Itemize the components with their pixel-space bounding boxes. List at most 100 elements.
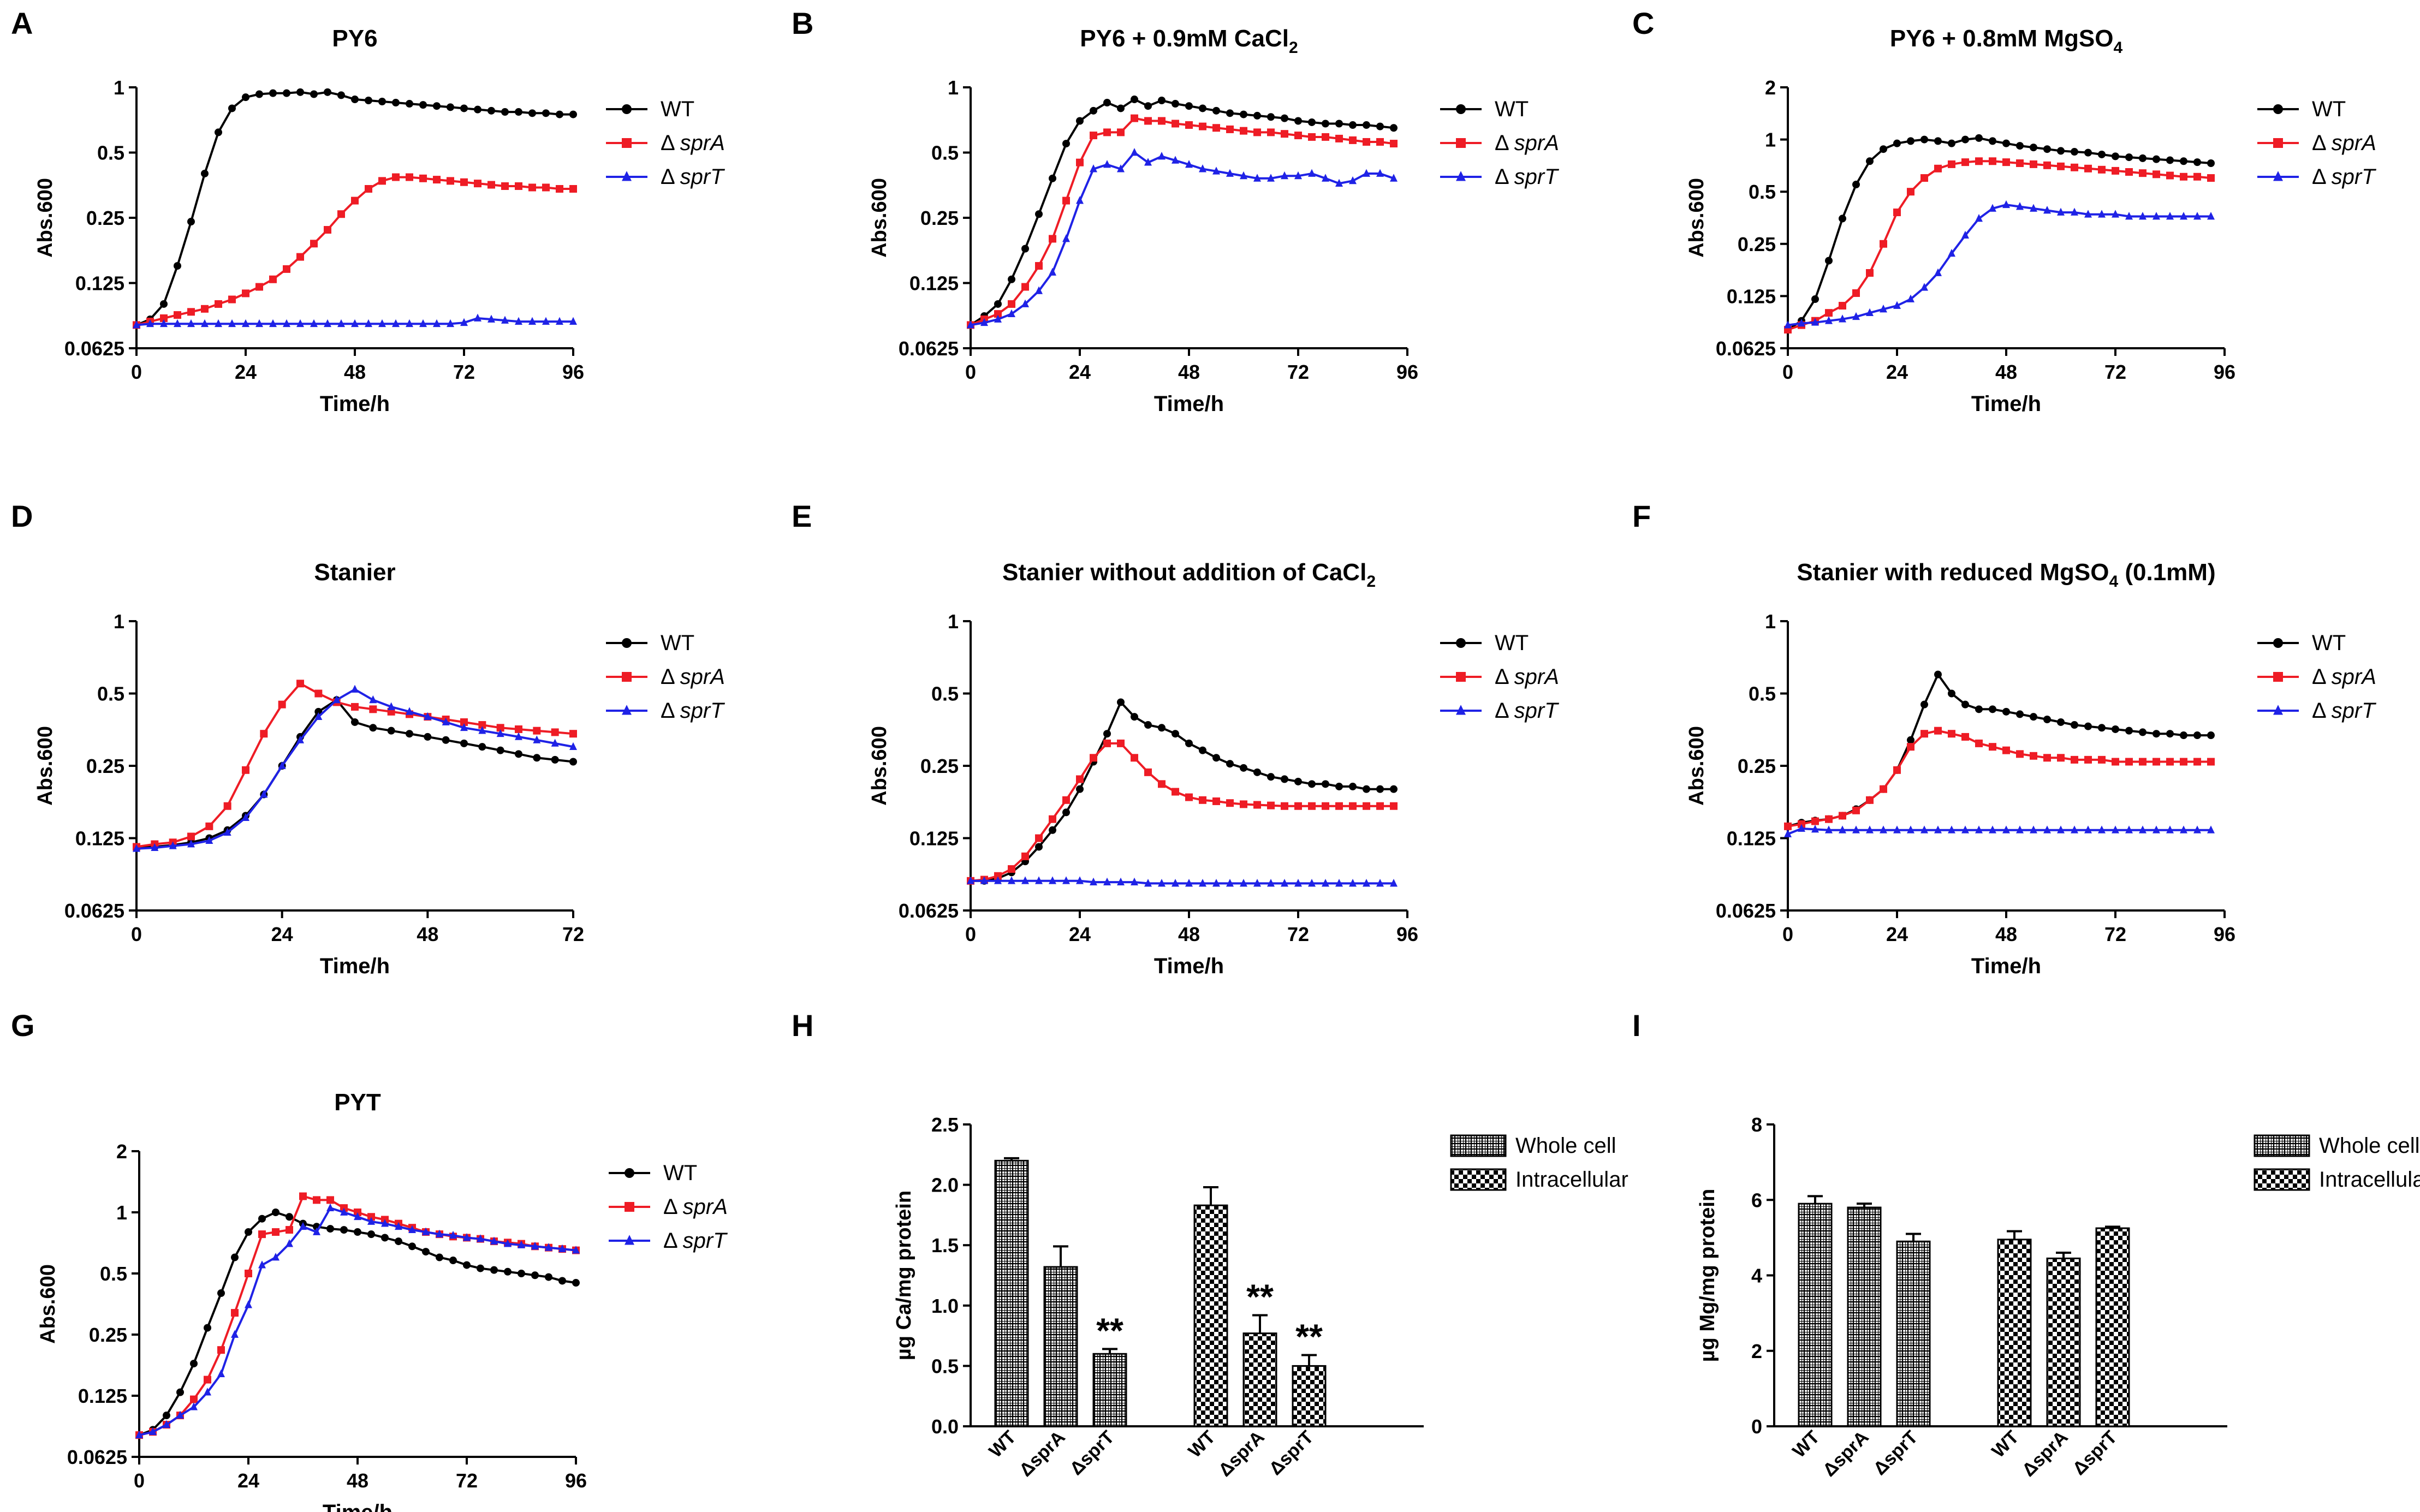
data-point-sprt: [1961, 825, 1969, 834]
data-point-spra: [314, 689, 323, 698]
data-point-sprt: [1798, 824, 1805, 832]
data-point-wt: [245, 1228, 252, 1236]
data-point-sprt: [1948, 249, 1955, 257]
x-tick-label: 96: [562, 361, 584, 383]
data-point-spra: [2166, 171, 2174, 180]
data-point-sprt: [504, 1239, 512, 1247]
data-point-wt: [365, 97, 372, 105]
data-point-wt: [1240, 764, 1247, 772]
data-point-sprt: [558, 1244, 566, 1253]
data-point-sprt: [2207, 825, 2215, 834]
data-point-sprt: [1117, 164, 1125, 172]
data-point-sprt: [442, 717, 450, 725]
x-tick-label: WT: [985, 1427, 1020, 1462]
data-point-sprt: [228, 319, 236, 328]
data-point-sprt: [332, 695, 341, 704]
data-point-wt: [1376, 785, 1384, 793]
data-point-spra: [1199, 122, 1206, 130]
data-point-sprt: [269, 319, 277, 328]
data-point-spra: [1267, 128, 1275, 136]
series-line-spra: [1787, 729, 2211, 828]
data-point-sprt: [1989, 825, 1996, 834]
data-point-wt: [424, 733, 432, 741]
data-point-sprt: [337, 319, 345, 328]
data-point-spra: [367, 1213, 375, 1221]
data-point-sprt: [1880, 305, 1887, 313]
series-line-wt: [136, 91, 573, 326]
x-axis-label: Time/h: [323, 1501, 393, 1512]
data-point-sprt: [367, 1217, 375, 1225]
y-axis-label: µg Ca/mg protein: [893, 1190, 915, 1360]
legend-marker-sprt: [2273, 705, 2283, 715]
data-point-sprt: [272, 1253, 280, 1261]
legend-marker-sprt: [1456, 705, 1466, 715]
legend-label-spra: Δ sprA: [2312, 665, 2376, 689]
significance-mark: **: [1295, 1317, 1323, 1356]
data-point-spra: [1811, 817, 1819, 825]
data-point-spra: [258, 1230, 266, 1239]
data-point-sprt: [1390, 879, 1398, 887]
data-point-spra: [1253, 128, 1261, 136]
data-point-spra: [1961, 158, 1969, 166]
y-tick-label: 0.125: [75, 828, 124, 850]
data-point-wt: [2125, 153, 2133, 162]
y-tick-label: 1.0: [931, 1295, 959, 1317]
data-point-sprt: [433, 319, 441, 328]
chart-title: Stanier: [314, 559, 395, 586]
data-point-wt: [515, 108, 522, 116]
data-point-sprt: [531, 1241, 539, 1250]
data-point-sprt: [223, 828, 231, 836]
panel-d: D Stanier 0.0625 0.125 0.25 0.5 1 0 24 48 72 Time/h…: [11, 499, 725, 978]
data-point-sprt: [2112, 210, 2119, 218]
data-point-sprt: [1975, 825, 1983, 834]
data-point-wt: [460, 104, 468, 112]
y-tick-label: 0.0625: [67, 1446, 127, 1468]
data-point-sprt: [967, 320, 974, 329]
data-point-sprt: [2057, 207, 2065, 216]
data-point-wt: [2043, 145, 2051, 153]
data-point-spra: [1363, 802, 1370, 810]
data-point-sprt: [515, 317, 522, 325]
data-point-sprt: [1226, 169, 1234, 177]
y-tick-label: 0.5: [1749, 181, 1776, 203]
data-point-sprt: [2084, 210, 2092, 218]
legend-label-spra: Δ sprA: [663, 1195, 728, 1219]
data-point-spra: [217, 1346, 225, 1354]
y-tick-label: 0.25: [1738, 233, 1776, 255]
data-point-spra: [313, 1196, 320, 1204]
data-point-spra: [174, 311, 181, 319]
data-point-spra: [1158, 780, 1166, 788]
legend-label-spra: Δ sprA: [1495, 131, 1559, 155]
series-line-wt: [971, 700, 1394, 882]
legend-marker-sprt: [625, 1235, 634, 1245]
data-point-sprt: [313, 1227, 320, 1235]
data-point-wt: [204, 1324, 211, 1332]
data-point-wt: [1008, 275, 1015, 283]
data-point-sprt: [1363, 879, 1370, 887]
data-point-sprt: [994, 314, 1002, 323]
data-point-sprt: [2125, 825, 2133, 834]
data-point-sprt: [1240, 171, 1247, 180]
data-point-spra: [1839, 812, 1846, 820]
x-axis-label: Time/h: [1971, 954, 2041, 978]
data-point-spra: [324, 226, 331, 234]
data-point-sprt: [260, 790, 268, 798]
data-point-sprt: [515, 732, 522, 740]
x-tick-label: 24: [271, 923, 293, 945]
data-point-wt: [1185, 739, 1193, 747]
data-point-sprt: [1308, 169, 1316, 177]
data-point-sprt: [449, 1230, 457, 1239]
data-point-sprt: [572, 1246, 580, 1254]
y-tick-label: 0.5: [931, 142, 959, 164]
data-point-sprt: [146, 319, 154, 328]
data-point-sprt: [2030, 825, 2037, 834]
data-point-wt: [163, 1412, 170, 1420]
x-tick-label: 48: [1178, 923, 1200, 945]
data-point-spra: [569, 730, 577, 738]
data-point-sprt: [1076, 876, 1084, 884]
data-point-spra: [2098, 755, 2106, 764]
data-point-sprt: [378, 319, 386, 328]
data-point-wt: [1907, 137, 1914, 145]
data-point-sprt: [1866, 308, 1874, 317]
